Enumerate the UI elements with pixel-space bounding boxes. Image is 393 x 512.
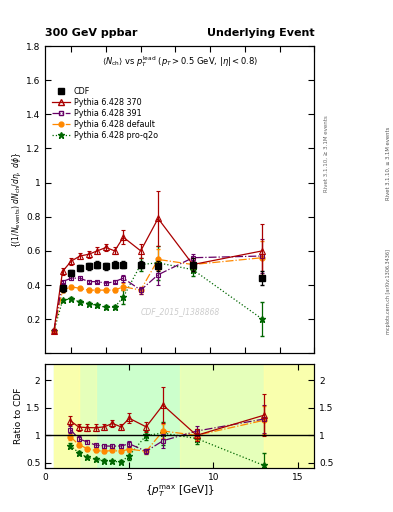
Y-axis label: Ratio to CDF: Ratio to CDF xyxy=(14,388,23,444)
Bar xyxy=(264,364,314,468)
X-axis label: $\{p_T^\mathrm{max}\ [\mathrm{GeV}]\}$: $\{p_T^\mathrm{max}\ [\mathrm{GeV}]\}$ xyxy=(145,484,215,499)
Y-axis label: $\{(1/N_\mathrm{events})\ dN_\mathrm{ch}/d\eta,\ d\phi\}$: $\{(1/N_\mathrm{events})\ dN_\mathrm{ch}… xyxy=(10,152,23,248)
Text: $\langle N_\mathrm{ch}\rangle$ vs $p_T^\mathrm{lead}$ ($p_T > 0.5$ GeV, $|\eta| : $\langle N_\mathrm{ch}\rangle$ vs $p_T^\… xyxy=(102,54,258,69)
Bar xyxy=(79,364,95,468)
Text: CDF_2015_I1388868: CDF_2015_I1388868 xyxy=(140,307,219,316)
Text: mcplots.cern.ch [arXiv:1306.3436]: mcplots.cern.ch [arXiv:1306.3436] xyxy=(386,249,391,334)
Bar xyxy=(53,364,314,468)
Text: Rivet 3.1.10, ≥ 3.1M events: Rivet 3.1.10, ≥ 3.1M events xyxy=(386,126,391,200)
Text: 300 GeV ppbar: 300 GeV ppbar xyxy=(45,28,138,38)
Legend: CDF, Pythia 6.428 370, Pythia 6.428 391, Pythia 6.428 default, Pythia 6.428 pro-: CDF, Pythia 6.428 370, Pythia 6.428 391,… xyxy=(52,87,158,140)
Bar xyxy=(53,364,79,468)
Text: Rivet 3.1.10, ≥ 3.1M events: Rivet 3.1.10, ≥ 3.1M events xyxy=(324,115,329,192)
Text: Underlying Event: Underlying Event xyxy=(207,28,314,38)
Bar xyxy=(180,364,264,468)
